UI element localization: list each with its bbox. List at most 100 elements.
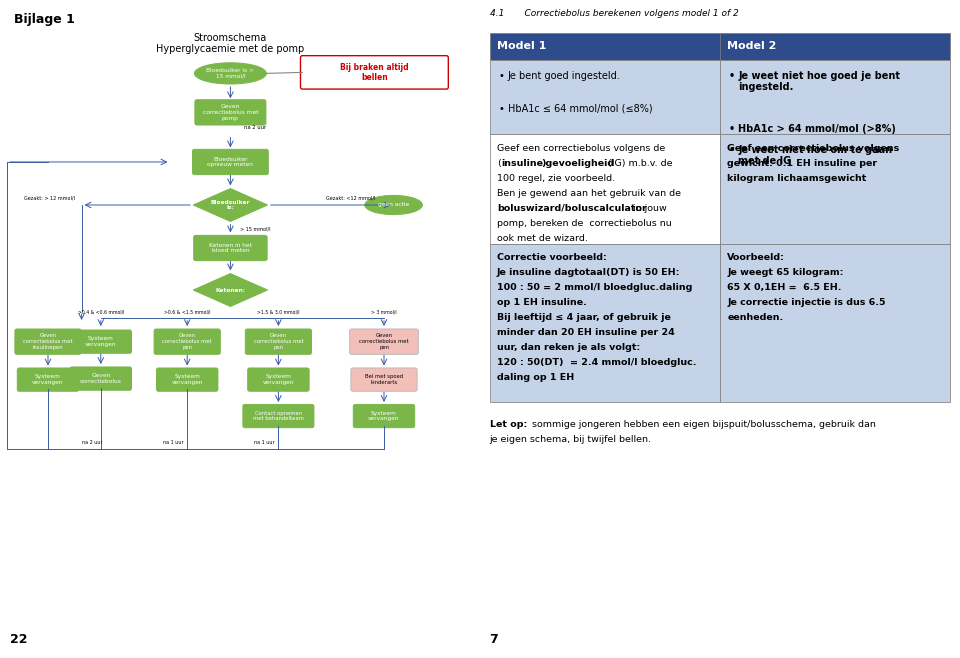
Text: Systeem
vervangen: Systeem vervangen <box>33 374 63 385</box>
Text: Je insuline dagtotaal(DT) is 50 EH:: Je insuline dagtotaal(DT) is 50 EH: <box>497 268 681 277</box>
Text: 100 : 50 = 2 mmol/l bloedgluc.daling: 100 : 50 = 2 mmol/l bloedgluc.daling <box>497 283 692 292</box>
Text: Geef een correctiebolus volgens: Geef een correctiebolus volgens <box>728 144 900 153</box>
FancyBboxPatch shape <box>70 367 132 390</box>
Text: HbA1c ≤ 64 mmol/mol (≤8%): HbA1c ≤ 64 mmol/mol (≤8%) <box>508 104 653 114</box>
Text: •: • <box>498 104 504 114</box>
Text: Ketonen in het
bloed meten: Ketonen in het bloed meten <box>209 243 252 253</box>
Text: eenheden.: eenheden. <box>728 313 783 322</box>
Text: Gezakt: > 12 mmol/l: Gezakt: > 12 mmol/l <box>24 196 75 201</box>
FancyBboxPatch shape <box>194 236 267 261</box>
Text: boluswizard/boluscalculator: boluswizard/boluscalculator <box>497 204 646 213</box>
Text: op 1 EH insuline.: op 1 EH insuline. <box>497 298 587 307</box>
FancyBboxPatch shape <box>192 149 268 174</box>
Text: •: • <box>729 71 734 81</box>
Text: Geef een correctiebolus volgens de: Geef een correctiebolus volgens de <box>497 144 665 153</box>
Text: geen actie: geen actie <box>378 203 409 207</box>
Text: > 15 mmol/l: > 15 mmol/l <box>240 226 271 232</box>
Text: 7: 7 <box>490 633 498 645</box>
Text: Ketonen:: Ketonen: <box>215 288 246 293</box>
Text: Je weegt 65 kilogram:: Je weegt 65 kilogram: <box>728 268 844 277</box>
Text: Je weet niet hoe om te gaan
met de IG: Je weet niet hoe om te gaan met de IG <box>738 145 893 166</box>
Text: Geven
correctiebolus met
pen: Geven correctiebolus met pen <box>162 334 212 350</box>
Text: 65 X 0,1EH =  6.5 EH.: 65 X 0,1EH = 6.5 EH. <box>728 283 842 292</box>
Text: Model 1: Model 1 <box>497 41 546 51</box>
Text: gewicht: 0.1 EH insuline per: gewicht: 0.1 EH insuline per <box>728 159 877 168</box>
Text: Stroomschema
Hyperglycaemie met de pomp: Stroomschema Hyperglycaemie met de pomp <box>156 33 304 55</box>
FancyBboxPatch shape <box>195 100 266 125</box>
Text: Bij leeftijd ≤ 4 jaar, of gebruik je: Bij leeftijd ≤ 4 jaar, of gebruik je <box>497 313 671 322</box>
Text: Correctie voorbeeld:: Correctie voorbeeld: <box>497 253 607 262</box>
Text: >1.5 & 3.0 mmol/l: >1.5 & 3.0 mmol/l <box>257 310 300 315</box>
Text: 120 : 50(DT)  = 2.4 mmol/l bloedgluc.: 120 : 50(DT) = 2.4 mmol/l bloedgluc. <box>497 357 696 367</box>
Polygon shape <box>193 189 268 222</box>
Text: na 2 uur: na 2 uur <box>244 125 266 130</box>
Text: Let op:: Let op: <box>490 420 527 429</box>
Text: Bij braken altijd
bellen: Bij braken altijd bellen <box>340 63 409 82</box>
Text: (: ( <box>497 159 500 168</box>
FancyBboxPatch shape <box>14 329 81 354</box>
Text: pomp, bereken de  correctiebolus nu: pomp, bereken de correctiebolus nu <box>497 219 672 228</box>
Text: > 3 mmol/l: > 3 mmol/l <box>372 310 396 315</box>
Text: Ben je gewend aan het gebruik van de: Ben je gewend aan het gebruik van de <box>497 189 681 198</box>
Text: •: • <box>729 145 734 155</box>
Text: >0.4 & <0.6 mmol/l: >0.4 & <0.6 mmol/l <box>78 310 124 315</box>
FancyBboxPatch shape <box>154 329 220 354</box>
FancyBboxPatch shape <box>17 368 79 392</box>
FancyBboxPatch shape <box>248 368 309 392</box>
Text: ook met de wizard.: ook met de wizard. <box>497 234 588 243</box>
FancyBboxPatch shape <box>70 330 132 353</box>
Text: Systeem
vervangen: Systeem vervangen <box>85 336 116 347</box>
Text: na 1 uur: na 1 uur <box>163 440 183 445</box>
Text: Bloedsuiker is >
15 mmol/l: Bloedsuiker is > 15 mmol/l <box>206 68 254 79</box>
FancyBboxPatch shape <box>243 405 314 428</box>
Text: minder dan 20 EH insuline per 24: minder dan 20 EH insuline per 24 <box>497 328 675 337</box>
Text: Je bent goed ingesteld.: Je bent goed ingesteld. <box>508 71 620 81</box>
Text: Bijlage 1: Bijlage 1 <box>14 13 75 26</box>
Text: >0.6 & <1.5 mmol/l: >0.6 & <1.5 mmol/l <box>164 310 210 315</box>
FancyBboxPatch shape <box>349 329 419 354</box>
Text: Contact opnemen
met behandelteam: Contact opnemen met behandelteam <box>253 411 303 422</box>
Bar <box>490 33 720 60</box>
Text: sommige jongeren hebben een eigen bijspuit/bolusschema, gebruik dan: sommige jongeren hebben een eigen bijspu… <box>529 420 876 429</box>
Text: na 2 uur: na 2 uur <box>82 440 102 445</box>
FancyBboxPatch shape <box>245 329 311 354</box>
Text: na 1 uur: na 1 uur <box>254 440 275 445</box>
Text: (IG) m.b.v. de: (IG) m.b.v. de <box>605 159 673 168</box>
Text: •: • <box>729 124 734 134</box>
Text: Voorbeeld:: Voorbeeld: <box>728 253 785 262</box>
FancyBboxPatch shape <box>351 368 417 392</box>
Text: Je weet niet hoe goed je bent
ingesteld.: Je weet niet hoe goed je bent ingesteld. <box>738 71 900 93</box>
Bar <box>720 244 950 403</box>
Text: Systeem
vervangen: Systeem vervangen <box>369 411 399 422</box>
Text: 100 regel, zie voorbeeld.: 100 regel, zie voorbeeld. <box>497 174 615 183</box>
Text: uur, dan reken je als volgt:: uur, dan reken je als volgt: <box>497 343 640 351</box>
Text: Systeem
vervangen: Systeem vervangen <box>263 374 294 385</box>
Bar <box>490 60 720 134</box>
Text: HbA1c > 64 mmol/mol (>8%): HbA1c > 64 mmol/mol (>8%) <box>738 124 896 134</box>
Text: )gevoeligheid: )gevoeligheid <box>541 159 614 168</box>
Text: Bloedsuiker
opnieuw meten: Bloedsuiker opnieuw meten <box>207 157 253 167</box>
Text: kilogram lichaamsgewicht: kilogram lichaamsgewicht <box>728 174 867 183</box>
Text: Geven
correctiebolus met
pomp: Geven correctiebolus met pomp <box>203 104 258 120</box>
Bar <box>720 33 950 60</box>
Ellipse shape <box>365 195 422 215</box>
Text: Bel met spoed
kinderarts: Bel met spoed kinderarts <box>365 374 403 385</box>
Text: daling op 1 EH: daling op 1 EH <box>497 372 574 382</box>
Polygon shape <box>193 274 268 307</box>
Text: 22: 22 <box>10 633 27 645</box>
Text: insuline: insuline <box>501 159 543 168</box>
Text: Geven
correctiebolus met
pen: Geven correctiebolus met pen <box>359 334 409 350</box>
Bar <box>490 244 720 403</box>
Text: Geven
correctiebolus met
pen: Geven correctiebolus met pen <box>253 334 303 350</box>
Text: Gezakt: <12 mmol/l: Gezakt: <12 mmol/l <box>326 196 375 201</box>
Text: Geven
correctiebolus: Geven correctiebolus <box>80 373 122 384</box>
Text: •: • <box>498 71 504 81</box>
Text: Model 2: Model 2 <box>728 41 777 51</box>
Text: Bloedsuiker
is:: Bloedsuiker is: <box>210 199 251 211</box>
FancyBboxPatch shape <box>353 405 415 428</box>
Bar <box>720 60 950 134</box>
Text: 4.1       Correctiebolus berekenen volgens model 1 of 2: 4.1 Correctiebolus berekenen volgens mod… <box>490 9 738 18</box>
Bar <box>720 134 950 244</box>
Text: in jouw: in jouw <box>630 204 667 213</box>
Text: Je correctie injectie is dus 6.5: Je correctie injectie is dus 6.5 <box>728 298 886 307</box>
